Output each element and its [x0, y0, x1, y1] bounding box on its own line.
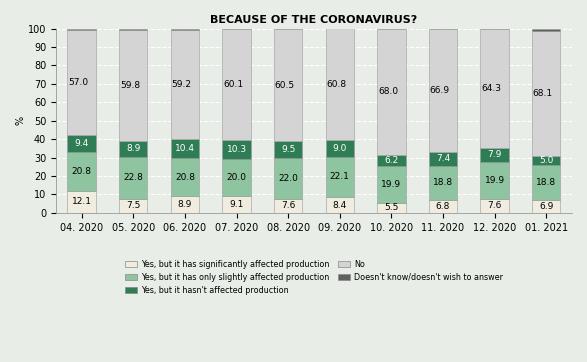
Text: 68.1: 68.1 [533, 89, 553, 98]
Bar [480, 162, 509, 199]
Bar [68, 190, 96, 213]
Text: 10.3: 10.3 [227, 145, 247, 154]
Text: 60.1: 60.1 [223, 80, 243, 89]
Bar [171, 30, 199, 139]
Bar [119, 157, 147, 199]
Text: 68.0: 68.0 [378, 88, 398, 96]
Text: 9.0: 9.0 [333, 144, 347, 153]
Text: 20.0: 20.0 [227, 173, 247, 182]
Text: 22.0: 22.0 [278, 174, 298, 183]
Bar [119, 140, 147, 157]
Bar [119, 199, 147, 213]
Bar [274, 199, 302, 213]
Bar [480, 148, 509, 162]
Bar [326, 157, 354, 197]
Bar [429, 166, 457, 200]
Bar [377, 155, 406, 166]
Legend: Yes, but it has significantly affected production, Yes, but it has only slightly: Yes, but it has significantly affected p… [123, 257, 505, 297]
Text: 66.9: 66.9 [430, 86, 450, 95]
Bar [429, 29, 457, 152]
Bar [532, 200, 561, 213]
Bar [274, 141, 302, 158]
Text: 20.8: 20.8 [175, 173, 195, 182]
Bar [326, 140, 354, 157]
Bar [377, 203, 406, 213]
Bar [326, 197, 354, 213]
Text: 22.8: 22.8 [123, 173, 143, 182]
Bar [377, 166, 406, 203]
Bar [274, 158, 302, 199]
Bar [532, 29, 561, 31]
Bar [429, 152, 457, 166]
Text: 22.1: 22.1 [330, 172, 350, 181]
Text: 9.1: 9.1 [230, 200, 244, 209]
Bar [532, 165, 561, 200]
Text: 60.5: 60.5 [275, 80, 295, 89]
Text: 60.8: 60.8 [326, 80, 346, 89]
Text: 7.4: 7.4 [436, 154, 450, 163]
Text: 8.9: 8.9 [126, 144, 140, 153]
Bar [171, 158, 199, 197]
Text: 7.5: 7.5 [126, 201, 140, 210]
Text: 6.2: 6.2 [384, 156, 399, 165]
Bar [532, 156, 561, 165]
Text: 64.3: 64.3 [481, 84, 501, 93]
Bar [222, 140, 251, 159]
Text: 8.9: 8.9 [178, 200, 192, 209]
Y-axis label: %: % [15, 116, 25, 125]
Bar [68, 135, 96, 152]
Text: 18.8: 18.8 [536, 178, 556, 187]
Bar [119, 30, 147, 140]
Bar [222, 29, 251, 140]
Text: 5.0: 5.0 [539, 156, 554, 165]
Bar [480, 29, 509, 148]
Text: 59.2: 59.2 [171, 80, 191, 89]
Text: 6.9: 6.9 [539, 202, 554, 211]
Bar [274, 29, 302, 141]
Text: 19.9: 19.9 [484, 176, 505, 185]
Text: 5.5: 5.5 [384, 203, 399, 212]
Text: 7.6: 7.6 [281, 201, 295, 210]
Text: 20.8: 20.8 [72, 167, 92, 176]
Bar [377, 29, 406, 155]
Bar [480, 199, 509, 213]
Text: 12.1: 12.1 [72, 197, 92, 206]
Bar [222, 159, 251, 196]
Text: 18.8: 18.8 [433, 178, 453, 188]
Text: 7.9: 7.9 [487, 150, 502, 159]
Bar [171, 197, 199, 213]
Text: 9.4: 9.4 [75, 139, 89, 148]
Bar [532, 31, 561, 156]
Bar [171, 139, 199, 158]
Bar [68, 29, 96, 30]
Bar [222, 196, 251, 213]
Text: 57.0: 57.0 [68, 78, 89, 87]
Bar [68, 30, 96, 135]
Bar [326, 28, 354, 140]
Text: 59.8: 59.8 [120, 81, 140, 90]
Bar [171, 29, 199, 30]
Text: 19.9: 19.9 [382, 180, 402, 189]
Bar [429, 200, 457, 213]
Bar [326, 27, 354, 28]
Text: 10.4: 10.4 [175, 144, 195, 153]
Text: 7.6: 7.6 [487, 201, 502, 210]
Bar [119, 29, 147, 30]
Bar [68, 152, 96, 190]
Text: 9.5: 9.5 [281, 145, 295, 154]
Text: 8.4: 8.4 [333, 201, 347, 210]
Title: BECAUSE OF THE CORONAVIRUS?: BECAUSE OF THE CORONAVIRUS? [210, 15, 417, 25]
Text: 6.8: 6.8 [436, 202, 450, 211]
